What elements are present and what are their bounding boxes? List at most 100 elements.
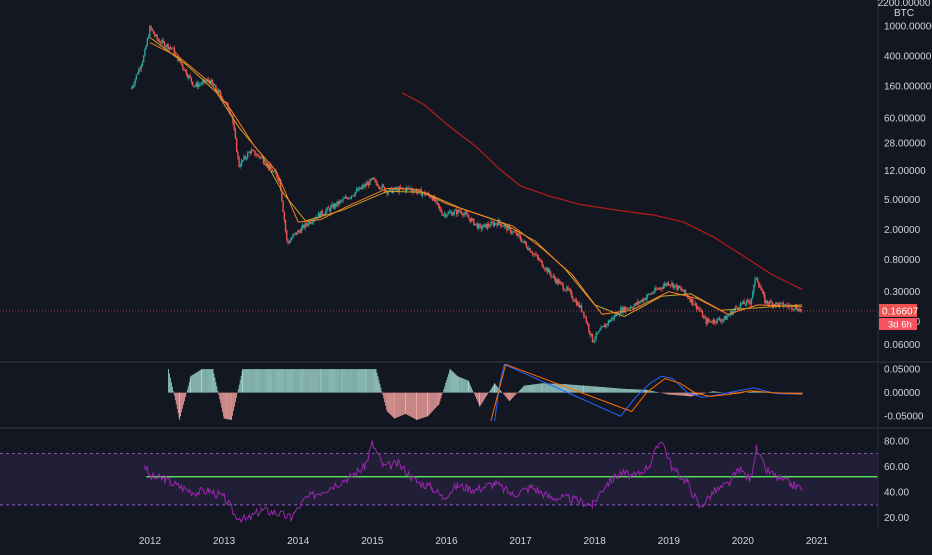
- candle-body: [451, 212, 453, 216]
- candle-body: [756, 277, 759, 283]
- candle-body: [282, 201, 284, 212]
- candle-body: [163, 41, 166, 47]
- price-pane[interactable]: 1000.00000 400.00000 160.00000 60.00000 28.0…: [0, 21, 932, 351]
- candle-body: [306, 224, 309, 226]
- candle-body: [559, 281, 562, 283]
- candle-body: [568, 289, 570, 291]
- candle-body: [770, 300, 772, 303]
- candle-body: [375, 179, 377, 184]
- candle-body: [501, 226, 503, 227]
- candle-body: [677, 285, 679, 290]
- candle-body: [141, 61, 144, 66]
- candle-body: [441, 211, 443, 216]
- candle-body: [753, 284, 755, 293]
- price-tick-label: 5.00000: [884, 195, 921, 206]
- candle-body: [149, 26, 151, 37]
- candle-body: [365, 183, 367, 186]
- candle-body: [759, 286, 761, 288]
- candle-body: [256, 154, 259, 156]
- price-tick-label: 28.00000: [884, 138, 926, 149]
- candle-body: [778, 303, 781, 307]
- candle-body: [594, 338, 596, 341]
- candle-body: [408, 187, 410, 189]
- candle-body: [546, 267, 548, 273]
- candle-body: [661, 288, 663, 290]
- candle-body: [158, 40, 161, 43]
- price-tick-label: 2.00000: [884, 225, 921, 236]
- rsi-pane[interactable]: 80.00 60.00 40.00 20.00: [0, 436, 909, 524]
- candle-body: [526, 247, 529, 250]
- candle-body: [283, 211, 286, 221]
- candle-body: [218, 90, 221, 93]
- candle-body: [545, 267, 547, 270]
- candle-body: [361, 185, 364, 188]
- macd-tick-label: 0.00000: [884, 388, 921, 399]
- candle-body: [475, 223, 478, 225]
- candle-body: [398, 187, 400, 193]
- candle-body: [235, 138, 238, 152]
- candle-body: [276, 174, 278, 179]
- candle-body: [271, 168, 273, 173]
- candle-body: [586, 322, 589, 325]
- time-tick-label: 2017: [509, 536, 532, 547]
- candle-body: [476, 223, 479, 229]
- candle-body: [432, 196, 435, 201]
- candle-body: [286, 230, 288, 240]
- candle-body: [621, 308, 623, 313]
- candle-body: [525, 243, 528, 248]
- candle-body: [760, 287, 762, 291]
- candle-body: [449, 212, 452, 213]
- candle-body: [591, 333, 594, 343]
- candle-body: [131, 86, 134, 89]
- candle-body: [468, 216, 470, 219]
- countdown-label: 3d 6h: [888, 319, 912, 330]
- candle-body: [579, 305, 581, 308]
- candle-body: [589, 331, 591, 336]
- ma-orange-line: [149, 42, 803, 315]
- candle-body: [293, 233, 295, 236]
- candle-body: [489, 226, 491, 227]
- candle-body: [382, 184, 385, 187]
- candle-body: [172, 47, 174, 49]
- countdown-box: [879, 317, 917, 330]
- candle-body: [726, 316, 728, 320]
- candle-body: [238, 156, 240, 167]
- candle-body: [668, 284, 671, 286]
- candle-body: [700, 311, 703, 312]
- candle-body: [261, 157, 264, 158]
- candle-body: [601, 326, 603, 328]
- candle-body: [402, 187, 404, 189]
- candle-body: [473, 218, 475, 226]
- candle-body: [734, 306, 737, 309]
- candle-body: [234, 129, 237, 139]
- candle-body: [254, 150, 256, 156]
- candle-body: [205, 81, 207, 83]
- candle-body: [720, 320, 722, 322]
- candle-body: [704, 316, 706, 318]
- candle-body: [301, 224, 304, 228]
- candle-body: [548, 269, 551, 274]
- candle-body: [445, 213, 447, 217]
- candle-body: [655, 288, 657, 290]
- candle-body: [678, 285, 681, 289]
- time-axis[interactable]: 2012 2013 2014 2015 2016 2017 2018 2019 2020 2021: [139, 536, 829, 547]
- candle-body: [207, 79, 210, 81]
- candle-body: [522, 241, 524, 243]
- candle-body: [288, 242, 290, 244]
- macd-pane[interactable]: 0.05000 0.00000 -0.05000: [168, 363, 924, 423]
- candle-body: [368, 182, 370, 186]
- candle-body: [458, 209, 460, 212]
- candle-body: [421, 193, 424, 196]
- candle-body: [597, 331, 600, 334]
- candle-body: [268, 165, 271, 169]
- candle-body: [736, 306, 738, 308]
- candle-body: [349, 197, 352, 199]
- candle-body: [518, 233, 520, 236]
- candle-body: [474, 223, 476, 226]
- top-tick-partial: 2200.00000: [878, 0, 931, 9]
- candle-body: [130, 87, 133, 89]
- candle-body: [463, 213, 465, 216]
- candle-body: [134, 79, 136, 85]
- candle-body: [265, 164, 267, 166]
